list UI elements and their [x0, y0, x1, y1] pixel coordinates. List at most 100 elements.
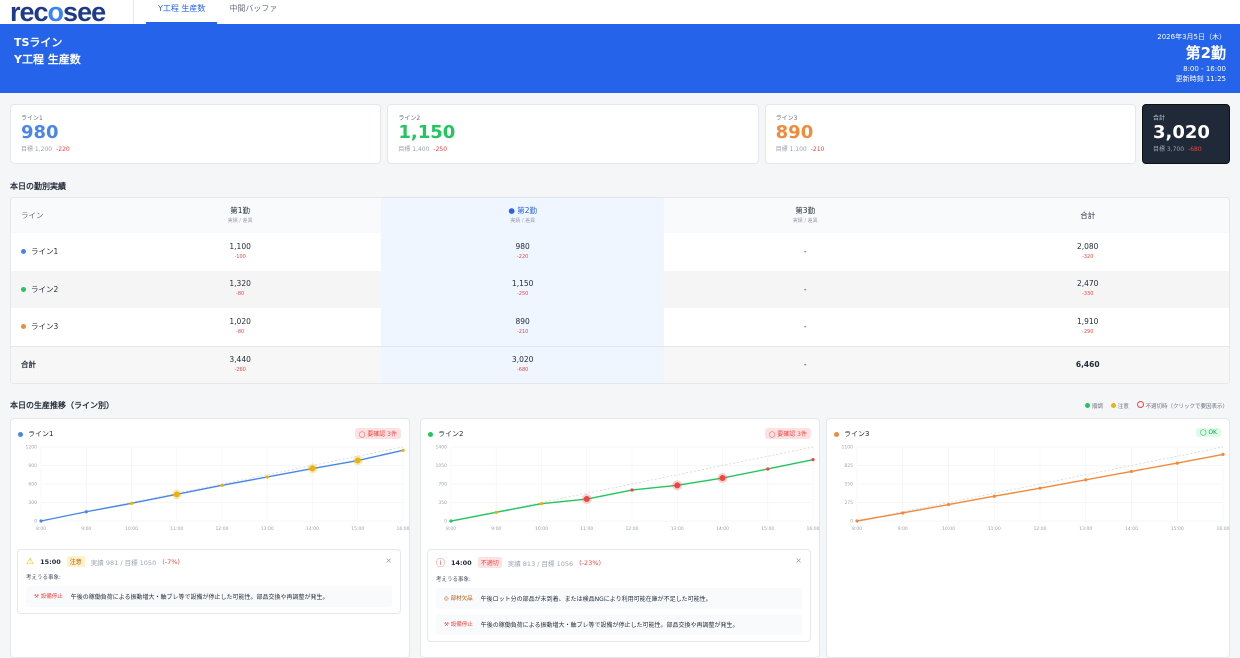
data-point	[1175, 461, 1179, 465]
data-point	[992, 494, 996, 498]
x-tick-label: 9:00	[491, 526, 501, 532]
data-point	[129, 501, 134, 505]
updated-time: 更新時刻 11:25	[1175, 75, 1226, 83]
tab-buffer[interactable]: 中間バッファ	[229, 3, 278, 13]
wrench-icon: ⚒	[444, 622, 449, 628]
kpi-value: 3,020	[1152, 122, 1210, 143]
x-tick-label: 8:00	[446, 526, 456, 532]
x-tick-label: 10:00	[125, 526, 138, 532]
kpi-label: ライン3	[775, 115, 798, 122]
x-tick-label: 11:00	[170, 526, 183, 532]
check-circle-icon: ◯	[1199, 429, 1207, 436]
y-tick-label: 600	[28, 482, 37, 488]
y-tick-label: 1050	[436, 463, 448, 469]
col-total: 合計	[946, 198, 1229, 233]
line-color-dot	[21, 324, 26, 330]
kpi-label: ライン1	[21, 115, 43, 122]
trend-charts: ライン1 ◯ 要確認 3件 0 300 600 900 1200 8:00 9:00 10:00 1…	[10, 418, 1230, 658]
table-cell: 1,320 -80	[229, 279, 251, 298]
table-cell: 2,080 -320	[1076, 241, 1099, 260]
box-icon: ◎	[444, 596, 449, 602]
header-banner: TSライン Y工程 生産数 2026年3月5日（木） 第2勤 8:00 - 16…	[0, 24, 1240, 93]
table-row: 合計 3,440 -260 3,020 -680 - 6,460	[11, 345, 1229, 383]
y-tick-label: 300	[28, 500, 37, 506]
recosee-logo[interactable]: recosee	[0, 0, 134, 26]
data-point	[583, 496, 590, 503]
kpi-diff: -250	[433, 146, 448, 153]
y-tick-label: 0	[850, 519, 853, 525]
shift-time: 8:00 - 16:00	[1183, 65, 1226, 73]
col-shift2: ● 第2勤 実績 / 差異	[381, 198, 664, 233]
x-tick-label: 15:00	[1171, 526, 1184, 532]
warning-triangle-icon: ⚠	[26, 556, 35, 567]
data-point	[1221, 452, 1225, 456]
data-point	[674, 482, 681, 489]
data-point	[811, 458, 815, 462]
table-cell: 1,910 -290	[1076, 316, 1099, 335]
data-point	[1129, 469, 1134, 474]
data-point	[84, 510, 88, 514]
y-tick-label: 825	[844, 463, 853, 469]
status-badge[interactable]: ◯ 要確認 3件	[764, 428, 811, 439]
tab-y-process[interactable]: Y工程 生産数	[146, 0, 218, 24]
row-label: ライン2	[11, 284, 99, 295]
status-badge[interactable]: ◯ 要確認 3件	[354, 428, 401, 439]
cause-item: ⚒ 設備停止 午後の稼働負荷による振動増大・軸ブレ等で設備が停止した可能性。部品交…	[436, 614, 802, 635]
page-title: Y工程 生産数	[14, 53, 81, 66]
x-tick-label: 13:00	[261, 526, 274, 532]
x-tick-label: 8:00	[852, 526, 862, 532]
table-cell: 3,020 -680	[381, 346, 664, 383]
row-label: ライン3	[11, 321, 99, 332]
data-point	[220, 483, 224, 487]
legend-ok: 順調	[1085, 402, 1103, 410]
chart-title: ライン3	[834, 429, 869, 439]
x-tick-label: 10:00	[942, 526, 955, 532]
shift-table: ライン 第1勤 実績 / 差異 ● 第2勤 実績 / 差異 第3勤 実績 / 差異 合…	[10, 197, 1230, 384]
x-tick-label: 16:00	[807, 526, 820, 532]
table-cell: -	[803, 284, 807, 294]
y-tick-label: 0	[444, 519, 447, 525]
table-cell: -	[803, 247, 807, 257]
kpi-value: 1,150	[398, 122, 456, 143]
x-tick-label: 14:00	[1125, 526, 1138, 532]
col-sub: 実績 / 差異	[792, 217, 818, 224]
x-tick-label: 10:00	[535, 526, 548, 532]
x-tick-label: 12:00	[626, 526, 639, 532]
y-tick-label: 0	[34, 519, 37, 525]
col-sub: 実績 / 差異	[227, 217, 253, 224]
table-row: ライン2 1,320 -80 1,150 -250 - 2,470 -330	[11, 270, 1229, 308]
x-tick-label: 14:00	[306, 526, 319, 532]
close-icon[interactable]: ×	[795, 556, 802, 565]
x-tick-label: 11:00	[580, 526, 593, 532]
line-color-dot	[21, 249, 26, 255]
row-label: 合計	[21, 360, 36, 370]
chart-legend: 順調 注意 不適切時（クリックで要因表示）	[1085, 401, 1228, 410]
table-cell: 2,470 -330	[1076, 279, 1099, 298]
kpi-line3: ライン3 890 目標 1,100 -210	[764, 104, 1136, 164]
target-line	[450, 446, 814, 522]
line-name: TSライン	[14, 36, 63, 49]
legend-bad: 不適切時（クリックで要因表示）	[1136, 401, 1228, 410]
table-cell: 3,440 -260	[229, 354, 251, 373]
level-badge: 注意	[66, 556, 85, 567]
col-line: ライン	[21, 211, 44, 220]
col-name: 第3勤	[795, 205, 816, 215]
table-cell: 1,020 -80	[229, 316, 251, 335]
y-tick-label: 1200	[26, 445, 38, 451]
data-point	[354, 457, 361, 464]
x-tick-label: 16:00	[397, 526, 410, 532]
kpi-target: 目標 1,400	[398, 146, 430, 153]
table-cell: -	[803, 360, 807, 370]
x-tick-label: 12:00	[1034, 526, 1047, 532]
kpi-cards: ライン1 980 目標 1,200 -220 ライン2 1,150 目標 1,400 -25…	[10, 104, 1230, 164]
legend-warn: 注意	[1110, 402, 1129, 410]
kpi-target: 目標 1,100	[775, 146, 807, 153]
section-title-trend: 本日の生産推移（ライン別）	[10, 401, 114, 410]
line-color-dot	[21, 286, 26, 292]
kpi-total: 合計 3,020 目標 3,700 -680	[1141, 104, 1230, 164]
chart-card-line3: ライン3 ◯ OK 0 275 550 825 1100 8:00 9:00 10:00 11:00…	[826, 418, 1230, 658]
chart-title: ライン2	[428, 429, 463, 439]
table-cell: 1,100 -100	[229, 241, 251, 260]
status-badge[interactable]: ◯ OK	[1195, 428, 1221, 437]
close-icon[interactable]: ×	[385, 556, 392, 565]
